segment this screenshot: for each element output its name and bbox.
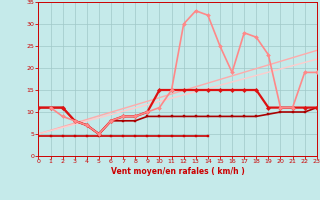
X-axis label: Vent moyen/en rafales ( km/h ): Vent moyen/en rafales ( km/h ) <box>111 167 244 176</box>
